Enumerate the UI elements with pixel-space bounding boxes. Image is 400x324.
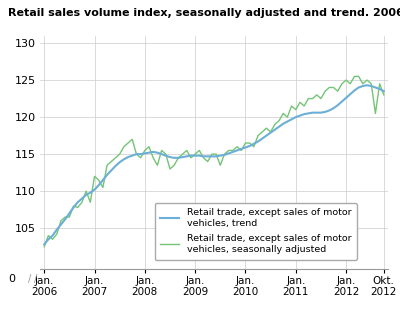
Legend: Retail trade, except sales of motor
vehicles, trend, Retail trade, except sales : Retail trade, except sales of motor vehi… bbox=[154, 203, 357, 260]
Text: 0: 0 bbox=[8, 274, 15, 284]
Text: /: / bbox=[34, 274, 38, 284]
Text: /: / bbox=[28, 274, 32, 284]
Text: Retail sales volume index, seasonally adjusted and trend. 2006-2012: Retail sales volume index, seasonally ad… bbox=[8, 8, 400, 18]
